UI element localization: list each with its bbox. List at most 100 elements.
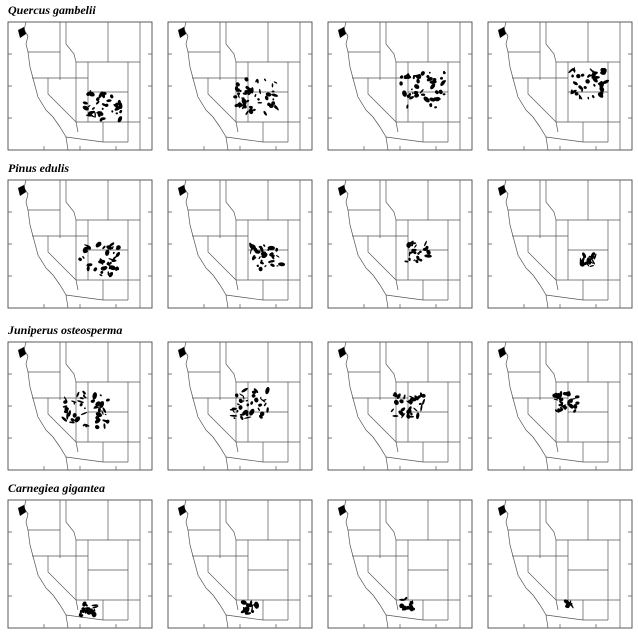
range-patch [600, 71, 606, 75]
range-patch [249, 244, 256, 250]
range-patch [409, 240, 414, 245]
range-patch [416, 78, 420, 84]
range-map [7, 499, 153, 629]
panel-row-title: Pinus edulis [8, 161, 69, 175]
range-patch [250, 609, 255, 614]
range-patch [568, 398, 573, 403]
range-patch [408, 600, 414, 606]
range-patch [258, 403, 262, 407]
range-patch [87, 110, 94, 116]
base-map [167, 499, 313, 629]
range-patch [409, 395, 416, 400]
range-patch [242, 607, 246, 611]
range-patch [404, 75, 412, 79]
range-patch [581, 87, 584, 92]
range-patch [434, 106, 437, 109]
range-patch [102, 245, 106, 250]
range-patch [103, 423, 106, 429]
range-patch [419, 89, 424, 94]
range-patch [244, 416, 252, 419]
base-map [167, 179, 313, 309]
range-patch [429, 103, 433, 108]
range-patch [248, 105, 253, 109]
range-map [7, 21, 153, 151]
range-patch [399, 399, 404, 404]
range-patch [442, 80, 446, 84]
range-patch [69, 421, 75, 424]
range-patch [86, 265, 90, 272]
range-map [327, 179, 473, 309]
range-patch [91, 604, 99, 607]
range-patch [274, 104, 279, 111]
range-patch [101, 266, 108, 270]
range-patch [237, 102, 243, 108]
range-patch [109, 261, 112, 265]
range-patch [236, 409, 239, 413]
range-patch [573, 409, 577, 413]
range-patch [419, 258, 423, 262]
range-patch [245, 399, 249, 402]
range-patch [399, 598, 406, 601]
range-patch [571, 74, 574, 78]
range-patch [259, 414, 263, 419]
range-patch [115, 266, 120, 271]
range-patch [82, 394, 85, 397]
range-patch [254, 93, 257, 98]
range-map [487, 179, 633, 309]
range-patch [589, 256, 595, 260]
range-patch [95, 401, 101, 407]
range-patch [269, 252, 274, 257]
range-patch [241, 387, 248, 393]
range-patch [414, 395, 419, 401]
range-patch [278, 262, 286, 267]
range-patch [241, 104, 246, 110]
range-patch [236, 403, 240, 406]
range-patch [578, 86, 581, 89]
range-patch [82, 105, 89, 111]
range-patch [578, 95, 581, 100]
range-patch [276, 265, 279, 267]
range-patch [260, 259, 263, 263]
range-patch [412, 92, 414, 95]
range-patch [559, 400, 564, 404]
range-patch [585, 79, 590, 84]
range-patch [440, 76, 443, 80]
panel-row-title: Juniperus osteosperma [7, 323, 122, 337]
range-patch [422, 247, 428, 252]
range-patch [89, 90, 92, 96]
range-patch [94, 425, 100, 430]
range-map [7, 179, 153, 309]
range-patch [558, 403, 564, 407]
range-patch [80, 411, 88, 416]
range-patch [417, 73, 422, 79]
range-patch [87, 263, 93, 267]
panel-row-title: Quercus gambelii [8, 3, 96, 17]
range-patch [574, 92, 579, 96]
range-patch [250, 401, 254, 405]
range-patch [582, 252, 587, 259]
range-patch [258, 256, 261, 260]
range-map [327, 341, 473, 471]
range-patch [589, 68, 594, 73]
range-patch [416, 412, 420, 420]
range-patch [101, 107, 104, 110]
range-patch [70, 418, 75, 422]
base-map [7, 179, 153, 309]
range-patch [94, 418, 101, 424]
range-patch [66, 412, 69, 420]
range-patch [261, 252, 268, 259]
range-patch [116, 245, 121, 250]
range-patch [105, 398, 110, 402]
range-patch [107, 261, 110, 264]
range-patch [109, 272, 113, 275]
range-patch [248, 108, 254, 115]
range-patch [235, 82, 240, 87]
range-patch [572, 81, 578, 86]
range-patch [249, 247, 253, 255]
range-patch [411, 242, 417, 245]
range-patch [267, 245, 275, 251]
range-patch [554, 392, 560, 400]
range-patch [259, 88, 261, 95]
range-patch [85, 609, 91, 615]
range-patch [110, 265, 113, 270]
